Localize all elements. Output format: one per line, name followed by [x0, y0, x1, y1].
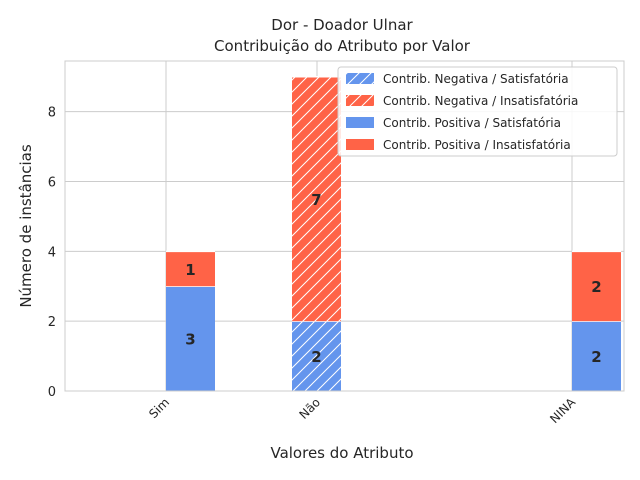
bar-segment — [572, 251, 621, 322]
legend-label: Contrib. Negativa / Satisfatória — [383, 72, 569, 86]
x-axis-label: Valores do Atributo — [270, 444, 413, 462]
data-label: 2 — [311, 348, 321, 366]
bar-segment — [166, 251, 215, 287]
x-tick-label: NINA — [547, 395, 578, 426]
legend-swatch-hatch — [346, 95, 374, 106]
legend-swatch — [346, 139, 374, 150]
y-tick-label: 4 — [48, 245, 56, 260]
legend-box — [337, 66, 618, 157]
legend-label: Contrib. Positiva / Satisfatória — [383, 116, 561, 130]
data-label: 1 — [185, 261, 195, 279]
legend: Contrib. Negativa / Satisfatória Contrib.… — [337, 66, 618, 157]
data-label: 2 — [591, 278, 601, 296]
plot-frame — [64, 60, 625, 392]
legend-label: Contrib. Negativa / Insatisfatória — [383, 94, 578, 108]
legend-swatch — [346, 117, 374, 128]
legend-swatch-hatch — [346, 73, 374, 84]
bar-segment — [572, 321, 621, 391]
data-label: 7 — [311, 191, 321, 209]
data-label: 3 — [185, 331, 195, 349]
y-tick-label: 8 — [48, 106, 56, 121]
bars — [166, 75, 621, 391]
legend-label: Contrib. Positiva / Insatisfatória — [383, 138, 571, 152]
bar-hatch — [292, 321, 341, 391]
bar-segment — [166, 286, 215, 391]
x-tick-label: Não — [296, 395, 323, 422]
bar-hatch — [292, 76, 341, 322]
y-tick-label: 0 — [48, 385, 56, 400]
y-axis-label: Número de instâncias — [17, 144, 35, 308]
x-tick-label: Sim — [146, 395, 172, 421]
chart-subtitle: Contribuição do Atributo por Valor — [214, 37, 471, 55]
y-tick-label: 6 — [48, 175, 56, 190]
chart-title: Dor - Doador Ulnar — [271, 16, 413, 34]
data-label: 2 — [591, 348, 601, 366]
y-tick-label: 2 — [48, 315, 56, 330]
